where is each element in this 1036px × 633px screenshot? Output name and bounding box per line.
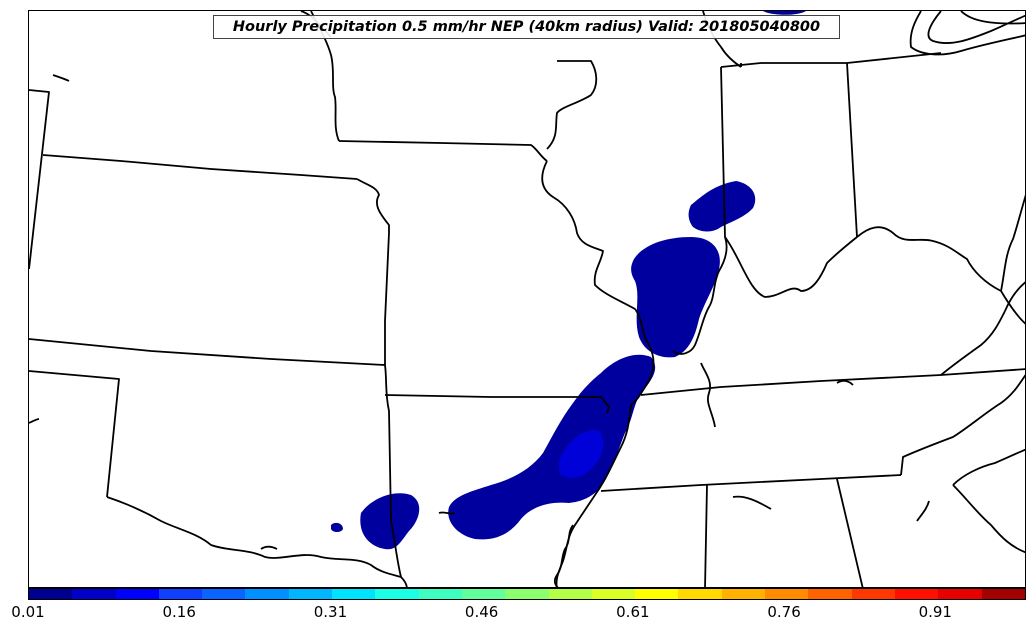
colorbar-segment: [981, 589, 1025, 599]
colorbar-segment: [591, 589, 636, 599]
colorbar-tick-label: 0.91: [918, 603, 952, 621]
map-canvas: [29, 11, 1025, 587]
colorbar-tick-label: 0.01: [11, 603, 45, 621]
border-red-river: [106, 496, 408, 587]
border-al-ga: [836, 478, 864, 587]
colorbar-tick-label: 0.46: [464, 603, 499, 621]
precip-area-ne-top: [763, 11, 806, 15]
border-tn-south: [600, 474, 902, 492]
michigan-outline: [909, 11, 1025, 56]
border-ok-ar: [384, 364, 402, 578]
colorbar-segment: [765, 589, 809, 599]
border-wv: [1000, 194, 1025, 312]
border-mi-in: [720, 52, 942, 68]
colorbar-tick-label: 0.61: [616, 603, 650, 621]
map-frame: [28, 10, 1026, 588]
colorbar-segment: [245, 589, 289, 599]
lake-tn: [836, 379, 854, 386]
colorbar-segment: [635, 589, 679, 599]
map-title: Hourly Precipitation 0.5 mm/hr NEP (40km…: [213, 15, 840, 39]
precip-area-mississippi-valley: [448, 354, 656, 540]
colorbar-segment: [72, 589, 116, 599]
colorbar-segment: [375, 589, 419, 599]
colorbar-segment: [808, 589, 852, 599]
border-mo-ar: [384, 394, 610, 414]
alabama-lake: [732, 495, 772, 510]
border-ohio-river: [856, 226, 1025, 325]
colorbar-segment: [461, 589, 506, 599]
border-ms-al: [704, 484, 708, 587]
border-tn-nc: [900, 374, 1025, 476]
precip-area-oklahoma-east: [360, 493, 420, 550]
colorbar-segment: [505, 589, 549, 599]
border-ia-mo: [338, 140, 548, 162]
colorbar-segment: [115, 589, 159, 599]
colorbar-segment: [548, 589, 592, 599]
border-ok-tx-north: [29, 370, 120, 498]
border-ne-ks: [42, 154, 358, 180]
lake-ks: [52, 74, 70, 82]
kentucky-lake: [700, 362, 716, 428]
colorbar-segment: [288, 589, 333, 599]
border-carolinas: [952, 448, 1025, 554]
precip-area-core: [558, 430, 604, 478]
border-il-wi: [546, 60, 598, 150]
border-il-west: [541, 160, 655, 587]
border-ky-tn: [640, 368, 1025, 396]
colorbar-segment: [332, 589, 376, 599]
colorbar-segment: [158, 589, 203, 599]
lake-ga: [916, 500, 930, 522]
colorbar-segment: [29, 589, 73, 599]
border-ks-mo: [356, 178, 390, 365]
precip-area-illinois-south: [631, 237, 720, 358]
precip-area-indiana-west: [688, 181, 756, 232]
border-ky-va: [940, 310, 1006, 376]
colorbar-segment: [851, 589, 895, 599]
border-il-in: [672, 66, 728, 355]
colorbar-segment: [202, 589, 246, 599]
colorbar-segment: [938, 589, 982, 599]
mississippi-meander-south: [553, 524, 574, 587]
border-ks-ok: [29, 338, 386, 366]
colorbar-segment: [721, 589, 766, 599]
colorbar-tick-label: 0.16: [162, 603, 196, 621]
border-co-west: [29, 89, 50, 270]
colorbar-segment: [678, 589, 722, 599]
border-in-oh: [846, 62, 858, 238]
state-borders: [29, 11, 1025, 587]
colorbar: [28, 588, 1026, 600]
precip-probability-areas: [331, 11, 806, 550]
precip-area-oklahoma-small: [331, 522, 343, 532]
colorbar-tick-label: 0.31: [313, 603, 348, 621]
lake-texas: [29, 418, 40, 424]
colorbar-tick-label: 0.76: [767, 603, 801, 621]
colorbar-segment: [894, 589, 939, 599]
lake-red-river: [260, 545, 278, 550]
lake-ok: [438, 511, 456, 515]
colorbar-segment: [418, 589, 462, 599]
border-in-ky: [724, 236, 858, 298]
